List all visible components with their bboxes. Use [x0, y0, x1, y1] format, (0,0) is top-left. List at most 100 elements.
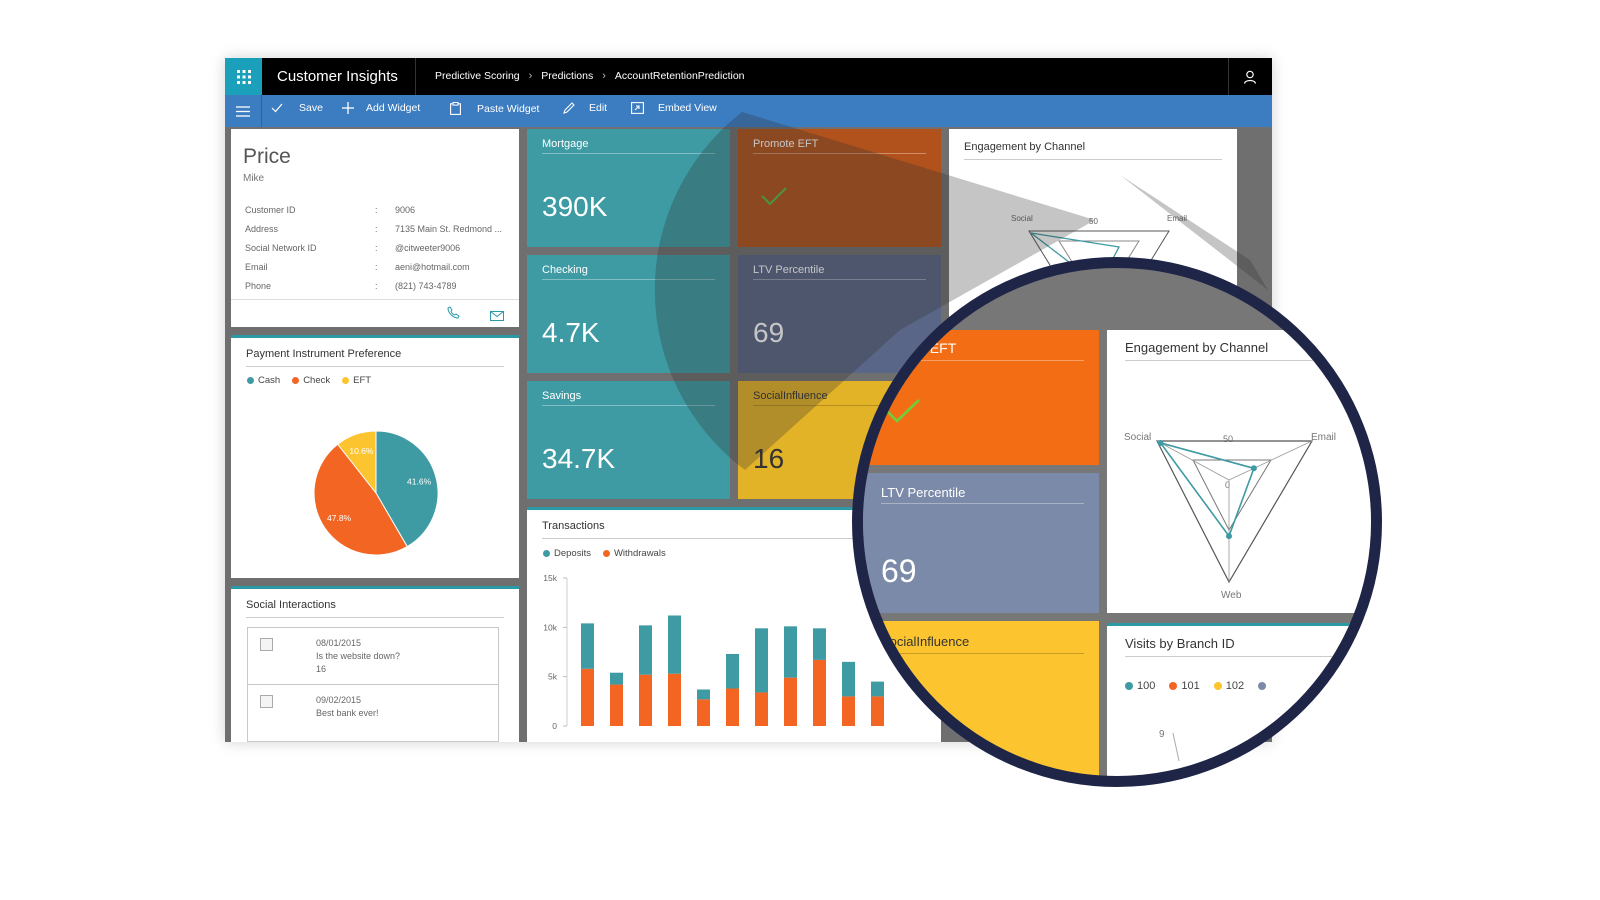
field-separator: :	[375, 224, 378, 234]
tile-mortgage[interactable]: Mortgage 390K	[527, 129, 730, 247]
legend-item-102[interactable]: 102	[1213, 680, 1245, 692]
legend-item-100[interactable]: 100	[1125, 680, 1155, 692]
divider	[873, 360, 1084, 361]
legend-item-eft[interactable]: EFT	[342, 375, 371, 386]
app-title[interactable]: Customer Insights	[277, 68, 398, 85]
bar-withdrawals[interactable]	[668, 673, 681, 726]
radar-point[interactable]	[1226, 533, 1232, 540]
field-label: Customer ID	[245, 205, 296, 215]
bar-withdrawals[interactable]	[610, 684, 623, 726]
bar-withdrawals[interactable]	[755, 692, 768, 726]
radar-series	[1158, 441, 1255, 538]
radar-spoke	[1228, 440, 1313, 481]
bar-withdrawals[interactable]	[784, 677, 797, 726]
interaction-count: 16	[316, 664, 327, 674]
bar-deposits[interactable]	[697, 689, 710, 700]
tile-promote-eft[interactable]: Promote EFT	[738, 129, 941, 247]
legend-item-check[interactable]: Check	[292, 375, 330, 386]
bar-deposits[interactable]	[755, 628, 768, 693]
tile-savings[interactable]: Savings 34.7K	[527, 381, 730, 499]
interaction-text: Best bank ever!	[316, 708, 379, 718]
widget-title: Engagement by Channel	[964, 141, 1086, 153]
legend-label: 102	[1225, 680, 1245, 692]
legend-item-cash[interactable]: Cash	[247, 375, 280, 386]
breadcrumb-item-current[interactable]: AccountRetentionPrediction	[614, 70, 745, 82]
checkmark-icon	[886, 399, 920, 423]
axis-label-email: Email	[1167, 214, 1188, 223]
legend-item-deposits[interactable]: Deposits	[543, 548, 591, 559]
pie-slice-eft[interactable]	[336, 430, 377, 495]
divider	[1125, 656, 1371, 657]
add-widget-button[interactable]: Add Widget	[342, 102, 420, 114]
tile-checking[interactable]: Checking 4.7K	[527, 255, 730, 373]
pie-slice-cash[interactable]	[375, 430, 439, 548]
app-launcher-button[interactable]	[225, 58, 262, 95]
bar-withdrawals[interactable]	[697, 699, 710, 726]
paste-widget-button[interactable]: Paste Widget	[450, 102, 539, 115]
tile-label: Savings	[542, 390, 582, 402]
zoom-tile-ltv-percentile[interactable]: LTV Percentile 69	[863, 473, 1099, 613]
call-button[interactable]	[447, 306, 460, 324]
bar-deposits[interactable]	[668, 615, 681, 674]
bar-withdrawals[interactable]	[726, 688, 739, 726]
axis-label-web: Web	[1221, 590, 1242, 601]
axis-label-social: Social	[1011, 214, 1033, 223]
radar-point[interactable]	[1250, 465, 1257, 472]
widget-title: Engagement by Channel	[1125, 340, 1269, 355]
axis-tick-0: 0	[1225, 480, 1231, 490]
user-menu-button[interactable]	[1235, 64, 1265, 90]
divider	[246, 617, 504, 618]
zoom-tile-promote-eft[interactable]: Promote EFT	[863, 330, 1099, 465]
legend-label: EFT	[353, 375, 372, 386]
field-value: aeni@hotmail.com	[395, 262, 470, 272]
bar-withdrawals[interactable]	[639, 674, 652, 726]
axis-tick: 50	[1089, 217, 1098, 226]
command-bar: Save Add Widget Paste Widget Edit Embed …	[225, 95, 1272, 127]
widget-title: Social Interactions	[246, 599, 336, 611]
chevron-right-icon: ›	[528, 70, 533, 82]
chart-legend: 100 101 102	[1125, 680, 1270, 692]
bar-deposits[interactable]	[639, 625, 652, 675]
list-item[interactable]: 08/01/2015 Is the website down? 16	[247, 627, 499, 685]
tile-label: Promote EFT	[753, 138, 819, 150]
envelope-icon	[490, 311, 504, 321]
legend-item-withdrawals[interactable]: Withdrawals	[602, 548, 666, 559]
axis-label-email: Email	[1311, 432, 1337, 443]
legend-item-101[interactable]: 101	[1169, 680, 1200, 692]
widget-title: Visits by Branch ID	[1125, 636, 1235, 651]
save-button[interactable]: Save	[271, 102, 323, 114]
field-label: Phone	[245, 281, 272, 291]
zoom-tile-social-influence[interactable]: SocialInfluence	[863, 621, 1099, 776]
bar-withdrawals[interactable]	[842, 696, 855, 726]
bar-deposits[interactable]	[726, 653, 739, 689]
list-item[interactable]: 09/02/2015 Best bank ever!	[247, 684, 499, 742]
bar-deposits[interactable]	[784, 626, 797, 678]
radar-grid-mid	[1192, 459, 1272, 532]
bar-withdrawals[interactable]	[813, 659, 826, 726]
breadcrumb-item-predictions[interactable]: Predictions	[541, 70, 594, 82]
bar-deposits[interactable]	[842, 661, 855, 697]
bar-deposits[interactable]	[610, 672, 623, 685]
legend-item-more[interactable]	[1258, 680, 1270, 692]
y-tick-label: 10k	[543, 622, 557, 632]
embed-view-button[interactable]: Embed View	[631, 102, 717, 114]
tile-value: 69	[881, 553, 917, 589]
tile-label: Mortgage	[542, 138, 589, 150]
nav-menu-button[interactable]	[225, 95, 262, 127]
y-tick-label: 5k	[548, 672, 558, 682]
email-button[interactable]	[490, 308, 504, 326]
divider	[753, 153, 926, 154]
tile-value: 390K	[542, 191, 608, 222]
bar-deposits[interactable]	[581, 623, 594, 669]
checkmark-icon	[271, 103, 283, 113]
bar-deposits[interactable]	[813, 628, 826, 660]
interaction-text: Is the website down?	[316, 651, 401, 661]
edit-button[interactable]: Edit	[563, 102, 607, 114]
radar-point[interactable]	[1157, 439, 1164, 446]
pie-data-label: 47.8%	[327, 513, 352, 523]
clipboard-icon	[450, 102, 461, 115]
bar-withdrawals[interactable]	[581, 668, 594, 726]
breadcrumb-item-predictive-scoring[interactable]: Predictive Scoring	[435, 70, 520, 82]
pie-slice-check[interactable]	[313, 443, 408, 556]
widget-title: Payment Instrument Preference	[246, 348, 402, 360]
